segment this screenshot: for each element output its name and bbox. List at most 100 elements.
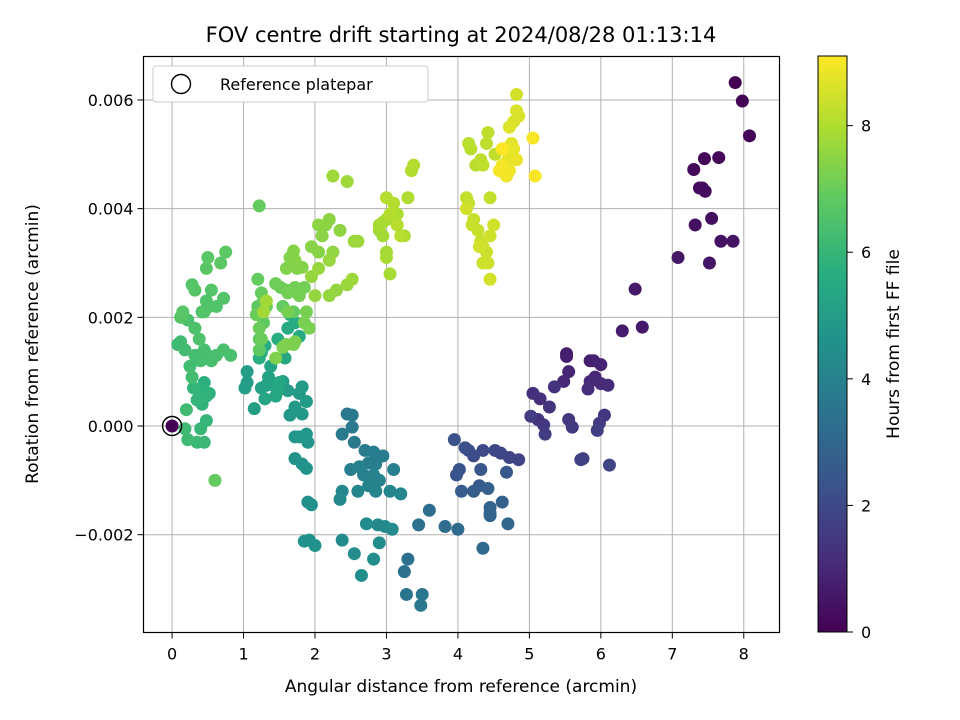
data-point (401, 552, 415, 566)
data-point (308, 539, 322, 553)
data-point (369, 484, 383, 498)
data-point (601, 378, 615, 392)
data-point (279, 261, 293, 275)
data-point (238, 381, 252, 395)
data-point (697, 152, 711, 166)
legend-marker (170, 73, 192, 95)
data-point (492, 164, 506, 178)
data-point (269, 351, 283, 365)
data-point (252, 199, 266, 213)
x-tick-label: 3 (381, 645, 391, 664)
data-point (281, 286, 295, 300)
data-point (258, 392, 272, 406)
data-point (302, 321, 316, 335)
data-point (451, 522, 465, 536)
x-tick-label: 2 (310, 645, 320, 664)
x-tick-label: 5 (524, 645, 534, 664)
colorbar (817, 55, 848, 633)
data-point (259, 294, 273, 308)
colorbar-tick-label: 0 (861, 623, 871, 642)
data-point (333, 223, 347, 237)
data-point (315, 229, 329, 243)
data-point (590, 423, 604, 437)
data-point (201, 251, 215, 265)
x-tick-label: 7 (667, 645, 677, 664)
data-point (562, 365, 576, 379)
data-point (322, 289, 336, 303)
data-point (345, 420, 359, 434)
data-point (217, 291, 231, 305)
data-point (179, 403, 193, 417)
data-point (480, 136, 494, 150)
data-point (449, 468, 463, 482)
data-point (467, 484, 481, 498)
data-point (397, 565, 411, 579)
colorbar-tick-label: 6 (861, 243, 871, 262)
data-point (340, 174, 354, 188)
y-axis-label: Rotation from reference (arcmin) (23, 204, 43, 484)
data-point (438, 520, 452, 534)
legend: Reference platepar (152, 65, 429, 103)
data-point (635, 320, 649, 334)
data-point (185, 370, 199, 384)
data-point (312, 245, 326, 259)
data-point (574, 453, 588, 467)
data-point (383, 267, 397, 281)
data-point (407, 158, 421, 172)
data-point (281, 305, 295, 319)
data-point (602, 458, 616, 472)
data-point (251, 272, 265, 286)
data-point (347, 435, 361, 449)
data-point (178, 343, 192, 357)
y-tick-label: 0.000 (88, 417, 134, 436)
data-point (695, 181, 709, 195)
data-point (474, 462, 488, 476)
data-point (252, 343, 266, 357)
data-point (367, 552, 381, 566)
data-point (204, 283, 218, 297)
grid-lines (143, 56, 780, 633)
data-point (369, 457, 383, 471)
data-point (512, 109, 526, 123)
data-point (394, 229, 408, 243)
data-point (322, 213, 336, 227)
data-point (176, 305, 190, 319)
data-point (387, 196, 401, 210)
data-point (542, 400, 556, 414)
data-point (178, 422, 192, 436)
data-point (190, 393, 204, 407)
data-point (472, 240, 486, 254)
data-point (688, 218, 702, 232)
data-point (481, 126, 495, 140)
data-point (308, 289, 322, 303)
data-point (501, 517, 515, 531)
data-point (372, 473, 386, 487)
data-point (560, 349, 574, 363)
x-axis-ticks: 0 1 2 3 4 5 6 7 8 (167, 632, 749, 664)
data-point (412, 518, 426, 532)
data-point (399, 587, 413, 601)
data-point (483, 272, 497, 286)
data-point (628, 282, 642, 296)
data-point (214, 256, 228, 270)
data-point (471, 223, 485, 237)
data-point (312, 261, 326, 275)
reference-marker (161, 415, 183, 437)
y-tick-label: −0.002 (74, 526, 133, 545)
data-point (372, 536, 386, 550)
data-point (712, 151, 726, 165)
y-axis-ticks: −0.002 0.000 0.002 0.004 0.006 (74, 91, 144, 545)
data-point (254, 332, 268, 346)
data-point (345, 408, 359, 422)
data-point (390, 218, 404, 232)
data-point (483, 191, 497, 205)
data-point (247, 402, 261, 416)
data-point (447, 433, 461, 447)
data-point (495, 495, 509, 509)
data-point (199, 294, 213, 308)
data-point (188, 321, 202, 335)
y-tick-label: 0.004 (88, 200, 134, 219)
data-point (287, 244, 301, 258)
data-point (333, 492, 347, 506)
data-point (187, 381, 201, 395)
